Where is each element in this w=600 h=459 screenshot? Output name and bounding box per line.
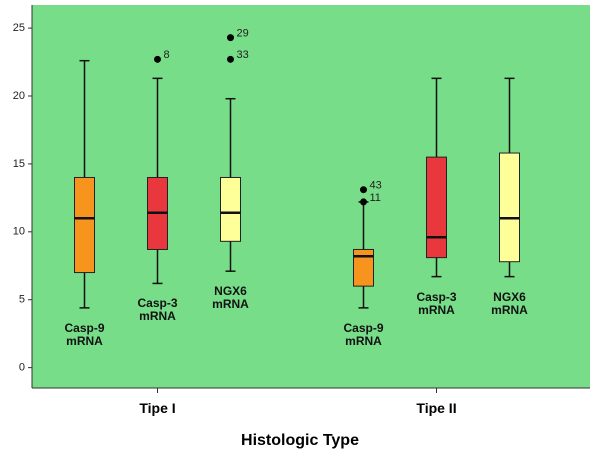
outlier-label: 29 — [237, 28, 249, 40]
box-label: Casp-9 mRNA — [343, 320, 384, 348]
x-axis-title: Histologic Type — [241, 432, 359, 449]
outlier-label: 33 — [237, 49, 249, 61]
y-tick-label: 20 — [13, 90, 25, 102]
plot-area — [32, 5, 590, 388]
box — [499, 152, 520, 263]
x-tick-label: Tipe I — [139, 400, 176, 416]
box-label: NGX6 mRNA — [212, 284, 249, 312]
outlier-label: 43 — [370, 180, 382, 192]
y-tick-label: 10 — [13, 226, 25, 238]
box — [426, 156, 447, 259]
y-tick-label: 15 — [13, 158, 25, 170]
outlier — [360, 198, 367, 206]
box-label: Casp-3 mRNA — [137, 296, 178, 324]
y-tick-label: 25 — [13, 22, 25, 34]
outlier-label: 8 — [164, 49, 170, 61]
outlier — [154, 55, 161, 63]
y-tick-label: 0 — [19, 362, 25, 374]
outlier — [227, 34, 234, 42]
outlier — [360, 186, 367, 194]
outlier — [227, 55, 234, 63]
box-label: Casp-3 mRNA — [416, 289, 457, 317]
y-tick-label: 5 — [19, 294, 25, 306]
x-tick-label: Tipe II — [416, 400, 457, 416]
box — [74, 176, 95, 274]
outlier-label: 11 — [370, 192, 381, 204]
box — [353, 248, 374, 287]
box-label: NGX6 mRNA — [491, 289, 528, 317]
box — [220, 176, 241, 242]
box-label: Casp-9 mRNA — [64, 320, 105, 348]
